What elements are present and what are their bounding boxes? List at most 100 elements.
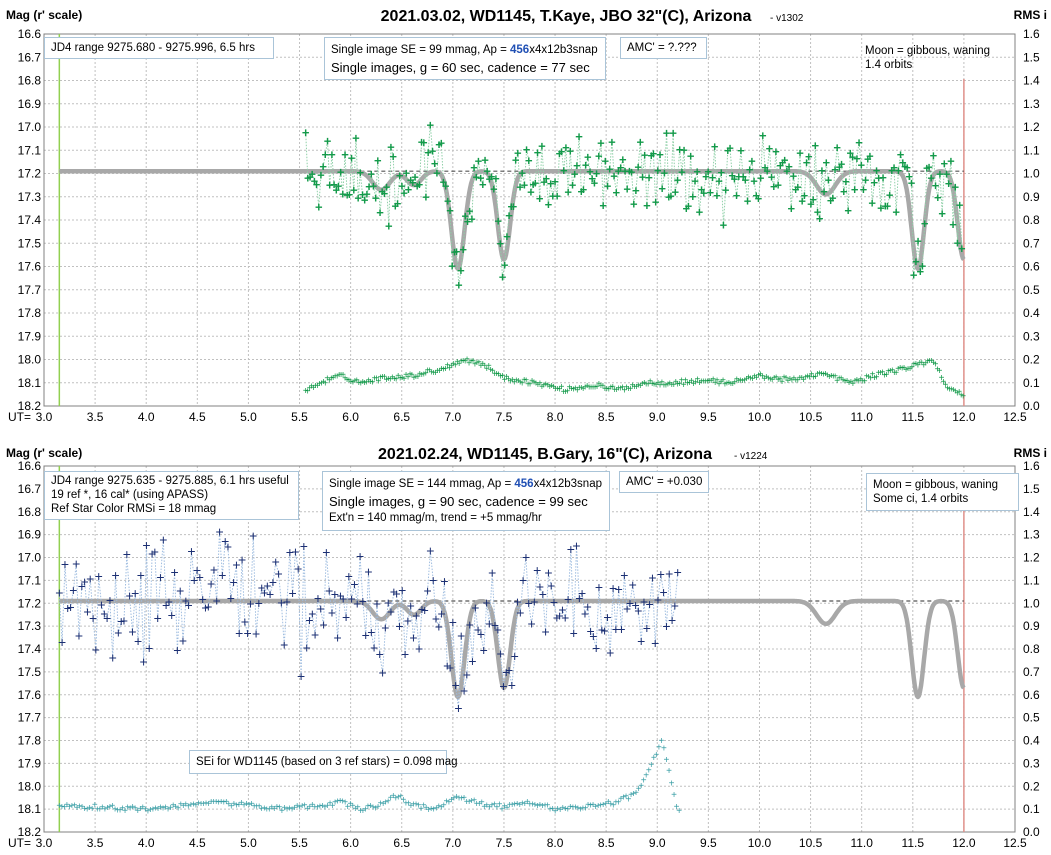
bottom-sei-point: + — [411, 799, 417, 810]
bottom-sei-point: + — [271, 804, 277, 815]
bottom-sei-point: + — [370, 803, 376, 814]
top-sei-point: + — [354, 376, 360, 387]
bottom-moon-line2: Some ci, 1.4 orbits — [873, 493, 969, 505]
bottom-sei-point: + — [201, 799, 207, 810]
bottom-data-point: + — [564, 591, 572, 607]
bottom-data-point: + — [463, 666, 471, 682]
bottom-sei-point: + — [269, 802, 275, 813]
bottom-y-tick-label: 17.4 — [18, 642, 42, 656]
top-data-point: + — [431, 156, 439, 171]
bottom-y-tick-label: 16.6 — [18, 459, 42, 473]
bottom-jd-range-box: JD4 range 9275.635 - 9275.885, 6.1 hrs u… — [44, 471, 299, 520]
top-data-point: + — [680, 142, 688, 157]
top-sei-point: + — [903, 365, 909, 376]
bottom-data-point: + — [418, 601, 426, 617]
top-data-point: + — [317, 167, 325, 182]
top-data-point: + — [792, 182, 800, 197]
top-sei-point: + — [407, 369, 413, 380]
top-sei-point: + — [946, 384, 952, 395]
top-sei-point: + — [704, 377, 710, 388]
top-data-point: + — [941, 156, 949, 171]
bottom-data-point: + — [516, 604, 524, 620]
top-data-point: + — [332, 182, 340, 197]
top-y-tick-label: 17.2 — [18, 167, 42, 181]
top-data-point: + — [595, 149, 603, 164]
bottom-x-tick-label: 4.5 — [189, 836, 206, 850]
bottom-data-point: + — [426, 542, 434, 558]
top-data-point: + — [875, 170, 883, 185]
top-sei-point: + — [395, 371, 401, 382]
top-sei-point: + — [576, 383, 582, 394]
top-sei-point: + — [391, 374, 397, 385]
bottom-sei-point: + — [223, 797, 229, 808]
top-data-point: + — [755, 191, 763, 206]
bottom-sei-point: + — [603, 799, 609, 810]
bottom-sei-point: + — [545, 801, 551, 812]
bottom-sei-point: + — [61, 802, 67, 813]
bottom-data-point: + — [277, 594, 285, 610]
bottom-data-point: + — [86, 570, 94, 586]
bottom-sei-point: + — [522, 799, 528, 810]
top-sei-point: + — [606, 385, 612, 396]
top-data-point: + — [540, 174, 548, 189]
bottom-sei-point: + — [375, 802, 381, 813]
bottom-sei-point: + — [459, 794, 465, 805]
top-data-point: + — [413, 178, 421, 193]
top-sei-point: + — [669, 380, 675, 391]
top-data-point: + — [562, 140, 570, 155]
top-sei-point: + — [567, 382, 573, 393]
top-data-point: + — [341, 147, 349, 162]
bottom-data-point: + — [589, 628, 597, 644]
top-data-point: + — [814, 205, 822, 220]
top-sei-point: + — [791, 374, 797, 385]
bottom-data-point: + — [263, 577, 271, 593]
bottom-data-point: + — [581, 606, 589, 622]
top-data-point: + — [617, 160, 625, 175]
bottom-data-point: + — [230, 574, 238, 590]
bottom-sei-point: + — [524, 797, 530, 808]
bottom-y-tick-label: 17.3 — [18, 619, 42, 633]
top-data-point: + — [805, 149, 813, 164]
top-data-point: + — [606, 161, 614, 176]
bottom-sei-point: + — [168, 803, 174, 814]
top-data-point: + — [492, 171, 500, 186]
bottom-data-point: + — [578, 585, 586, 601]
top-data-point: + — [958, 241, 966, 256]
bottom-sei-point: + — [484, 801, 490, 812]
bottom-sei-point: + — [67, 802, 73, 813]
bottom-ap-suffix: x4x12b3snap — [533, 478, 602, 490]
bottom-sei-point: + — [218, 797, 224, 808]
top-sei-point: + — [679, 376, 685, 387]
top-sei-point: + — [728, 379, 734, 390]
bottom-data-point: + — [654, 592, 662, 608]
top-sei-point: + — [322, 379, 328, 390]
bottom-sei-point: + — [92, 800, 98, 811]
top-data-point: + — [761, 160, 769, 175]
bottom-sei-point: + — [403, 798, 409, 809]
bottom-data-point: + — [480, 642, 488, 658]
bottom-data-point: + — [187, 543, 195, 559]
bottom-sei-point: + — [560, 803, 566, 814]
top-data-point: + — [571, 167, 579, 182]
top-sei-point: + — [582, 382, 588, 393]
top-y2-tick-label: 1.5 — [1023, 50, 1040, 64]
top-data-point: + — [744, 193, 752, 208]
top-data-point: + — [455, 277, 463, 292]
bottom-se-line: Single image SE = 144 mmag, Ap = 456x4x1… — [329, 474, 603, 493]
bottom-sei-point: + — [304, 804, 310, 815]
bottom-data-point: + — [170, 564, 178, 580]
top-sei-point: + — [443, 364, 449, 375]
top-data-point: + — [468, 211, 476, 226]
top-sei-point: + — [899, 364, 905, 375]
bottom-sei-point: + — [147, 805, 153, 816]
bottom-data-point: + — [151, 543, 159, 559]
bottom-data-point: + — [595, 579, 603, 595]
top-sei-point: + — [897, 363, 903, 374]
bottom-data-point: + — [314, 590, 322, 606]
bottom-sei-point: + — [438, 802, 444, 813]
top-sei-point: + — [446, 363, 452, 374]
bottom-sei-point: + — [322, 802, 328, 813]
top-sei-point: + — [437, 366, 443, 377]
top-sei-point: + — [911, 360, 917, 371]
top-sei-point: + — [671, 380, 677, 391]
